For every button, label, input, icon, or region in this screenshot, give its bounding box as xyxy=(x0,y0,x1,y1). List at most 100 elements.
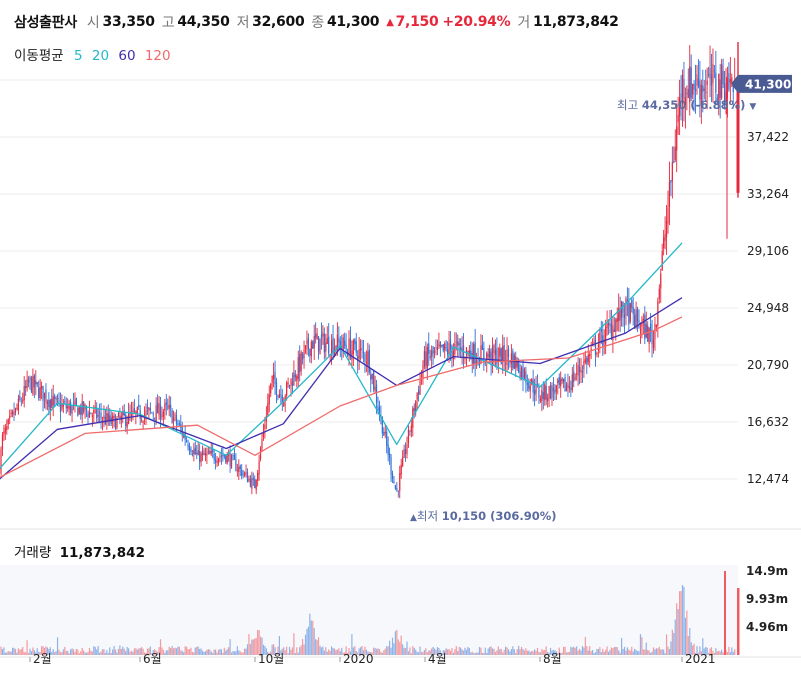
volume-bar xyxy=(148,648,150,655)
moving-average-legend[interactable]: 이동평균 5 20 60 120 xyxy=(14,44,176,64)
candle-body xyxy=(493,344,495,354)
volume-bar xyxy=(307,626,309,655)
candle-body xyxy=(671,162,673,182)
volume-bar xyxy=(75,648,77,655)
candle-body xyxy=(148,407,150,411)
volume-bar xyxy=(600,652,602,655)
candle-body xyxy=(568,386,570,389)
candle-body xyxy=(130,411,133,417)
volume-bar xyxy=(484,647,486,655)
ma-60-label[interactable]: 60 xyxy=(118,48,136,64)
volume-bar xyxy=(626,647,628,655)
volume-bar xyxy=(525,648,527,655)
candle-body xyxy=(419,379,421,395)
candle-body xyxy=(728,73,730,90)
candle-body xyxy=(631,299,633,308)
candle-body xyxy=(432,346,434,354)
candle-body xyxy=(457,341,459,346)
volume-bar xyxy=(592,649,594,655)
candle-body xyxy=(478,359,481,365)
candle-body xyxy=(557,379,559,384)
candle-body xyxy=(689,66,691,103)
candle-body xyxy=(545,386,547,400)
candle-body xyxy=(320,334,323,339)
candle-body xyxy=(706,80,708,86)
candle-body xyxy=(407,429,410,444)
candle-body xyxy=(216,461,218,464)
volume-bar xyxy=(497,646,499,655)
low-value: 32,600 xyxy=(252,14,305,30)
volume-bar xyxy=(431,648,433,655)
candle-body xyxy=(71,405,73,414)
volume-bar xyxy=(88,647,91,655)
volume-bar xyxy=(67,651,69,655)
volume-bar xyxy=(539,652,541,655)
stock-name[interactable]: 삼성출판사 xyxy=(14,15,77,31)
candle-body xyxy=(251,478,253,489)
volume-bar xyxy=(409,647,411,655)
candle-body xyxy=(297,357,299,379)
price-tick-label: 16,632 xyxy=(747,415,789,429)
candle-body xyxy=(365,361,367,363)
candle-body xyxy=(213,453,215,461)
candle-body xyxy=(442,344,444,351)
candle-body xyxy=(358,349,360,359)
candle-body xyxy=(374,386,376,392)
ma-5-label[interactable]: 5 xyxy=(73,48,83,64)
price-tick-label: 37,422 xyxy=(747,130,789,144)
volume-bar xyxy=(499,649,501,655)
volume-bar xyxy=(25,652,27,655)
volume-bar xyxy=(416,651,418,655)
volume-bar xyxy=(383,650,385,655)
volume-bar xyxy=(23,651,25,655)
volume-bar xyxy=(335,650,337,655)
candle-body xyxy=(13,412,15,415)
candle-body xyxy=(122,411,124,416)
candle-body xyxy=(207,451,209,453)
candle-body xyxy=(1,435,4,450)
candle-body xyxy=(75,398,77,405)
volume-bar xyxy=(238,650,240,655)
volume-bar xyxy=(149,646,151,655)
volume-bar xyxy=(136,649,138,655)
volume-bar xyxy=(3,647,5,655)
volume-bar xyxy=(178,646,180,655)
candle-body xyxy=(702,85,704,92)
volume-bar xyxy=(316,640,318,655)
volume-bar xyxy=(618,650,620,655)
candle-body xyxy=(146,406,149,409)
ma-20-label[interactable]: 20 xyxy=(91,48,110,64)
candle-body xyxy=(481,344,483,350)
candle-body xyxy=(328,336,330,354)
candle-body xyxy=(460,347,462,350)
volume-bar xyxy=(505,646,507,655)
candle-body xyxy=(158,402,160,416)
candle-body xyxy=(74,400,76,406)
change-percent: +20.94% xyxy=(442,14,511,30)
ma-120-label[interactable]: 120 xyxy=(144,48,171,64)
candle-body xyxy=(255,479,257,491)
volume-bar xyxy=(336,649,338,655)
candle-body xyxy=(625,297,627,316)
candle-body xyxy=(605,326,607,345)
volume-bar xyxy=(203,651,205,655)
candle-body xyxy=(635,309,637,328)
volume-bar xyxy=(120,648,122,655)
volume-bar xyxy=(436,647,439,655)
volume-bar xyxy=(187,649,189,655)
volume-bar xyxy=(586,646,588,655)
candle-body xyxy=(690,67,692,98)
volume-bar xyxy=(62,649,64,655)
volume-bar xyxy=(641,637,643,655)
candle-body xyxy=(494,350,497,355)
volume-bar xyxy=(244,648,246,655)
volume-bar xyxy=(155,650,157,655)
candle-body xyxy=(193,449,195,455)
volume-bar xyxy=(657,648,659,655)
volume-bar xyxy=(584,636,586,655)
candle-body xyxy=(655,325,657,327)
volume-bar xyxy=(494,651,497,655)
candle-body xyxy=(187,444,189,447)
volume-bar xyxy=(275,653,278,655)
